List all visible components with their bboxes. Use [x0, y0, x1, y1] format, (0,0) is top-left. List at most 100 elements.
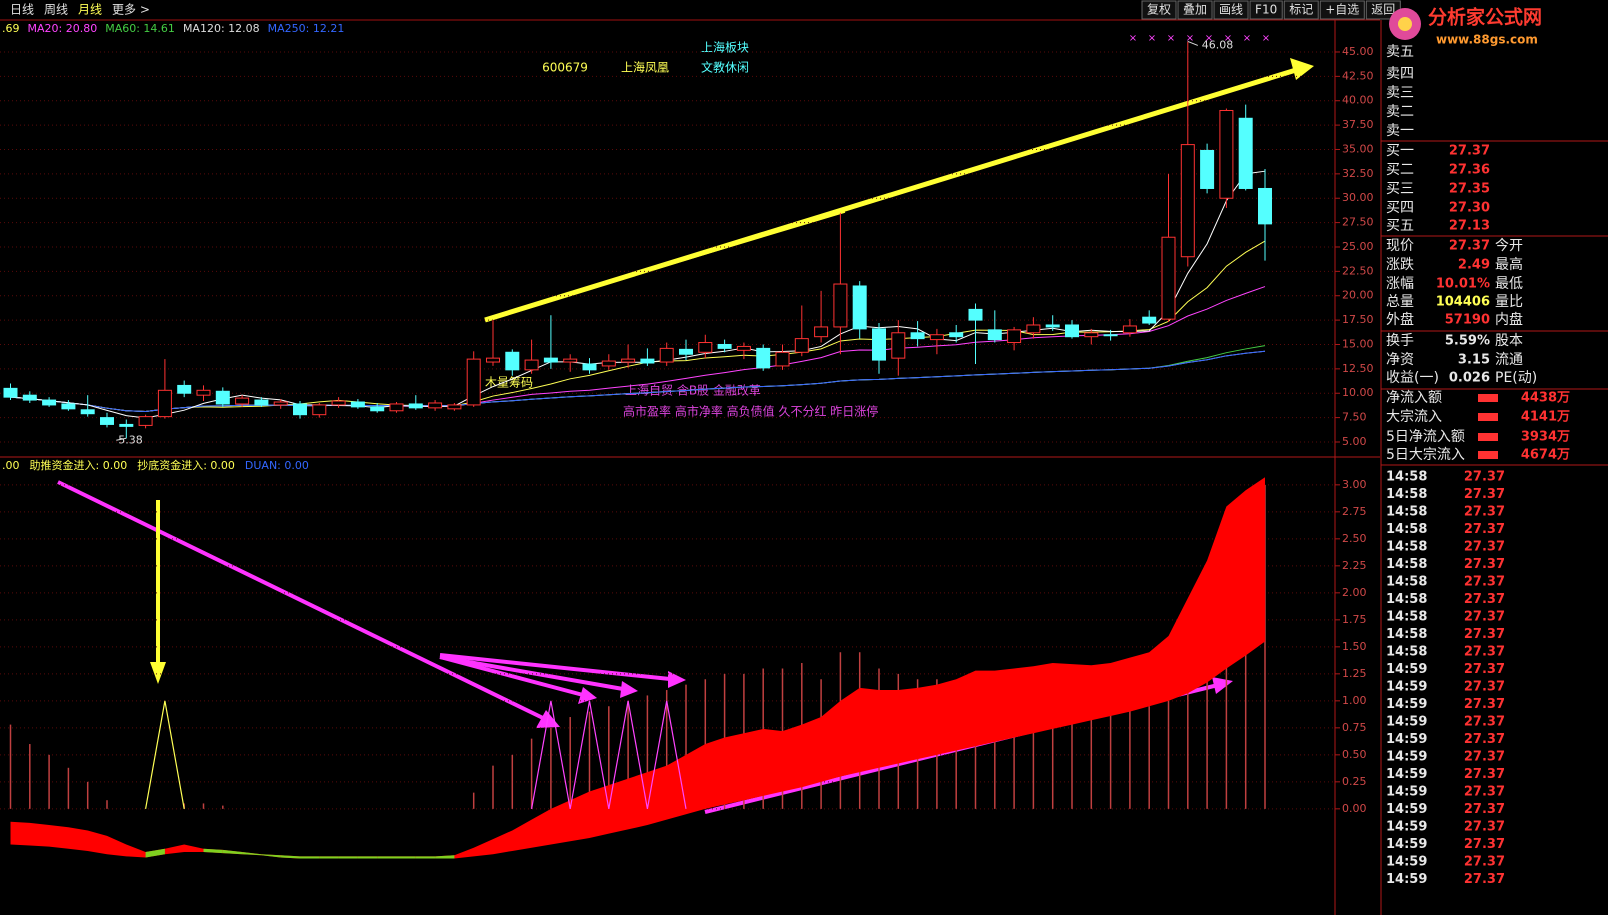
marker: ×: [1167, 33, 1175, 44]
high-label: 46.08: [1202, 38, 1234, 51]
trend-arrow: [439, 655, 584, 697]
book-price: 27.37: [1449, 144, 1490, 159]
candle-body: [621, 358, 636, 363]
flow-bar: [1478, 451, 1498, 459]
stat-value: 57190: [1445, 313, 1490, 328]
candle-body: [254, 399, 269, 406]
trade-price: 27.37: [1464, 767, 1505, 782]
marker: ×: [1186, 33, 1194, 44]
trade-time: 14:58: [1386, 540, 1427, 555]
indicator-legend: 助推资金进入: 0.00: [30, 458, 128, 472]
candle-body: [833, 283, 848, 328]
trade-time: 14:59: [1386, 715, 1427, 730]
trade-price: 27.37: [1464, 575, 1505, 590]
tool-label: 叠加: [1183, 3, 1207, 17]
candle-body: [1258, 187, 1272, 225]
candle-body: [61, 403, 76, 410]
trade-price: 27.37: [1464, 855, 1505, 870]
trade-time: 14:59: [1386, 767, 1427, 782]
tool-button[interactable]: 标记: [1283, 0, 1319, 20]
arrow-head: [578, 687, 597, 704]
warnings: 高市盈率 高市净率 高负债值 久不分红 昨日涨停: [623, 404, 878, 419]
tool-label: 画线: [1219, 3, 1243, 17]
stat-label: 总量: [1386, 294, 1414, 310]
fund-band-weak: [435, 855, 455, 859]
moving-average: [10, 240, 1266, 413]
trade-price: 27.37: [1464, 872, 1505, 887]
flow-label: 大宗流入: [1386, 409, 1442, 425]
low-label: 5.38: [118, 433, 143, 446]
candle-body: [350, 401, 365, 408]
flow-label: 5日净流入额: [1386, 429, 1465, 445]
fund-band-weak: [377, 856, 397, 859]
period-tab[interactable]: 周线: [44, 3, 68, 17]
tool-button[interactable]: 复权: [1141, 0, 1177, 20]
trade-price: 27.37: [1464, 522, 1505, 537]
y-tick-label: 2.50: [1342, 532, 1367, 545]
stat-value: 104406: [1436, 295, 1490, 310]
period-tab[interactable]: 日线: [10, 3, 34, 17]
tool-button[interactable]: +自选: [1319, 0, 1365, 20]
book-label: 卖二: [1386, 104, 1414, 120]
trade-time: 14:58: [1386, 470, 1427, 485]
candle-body: [22, 394, 37, 401]
candle-body: [119, 423, 134, 427]
tool-button[interactable]: 画线: [1213, 0, 1249, 20]
candle-body: [312, 404, 327, 416]
stat-label: 涨幅: [1386, 276, 1414, 292]
y-tick-label: 0.50: [1342, 748, 1367, 761]
indicator-legend: .00: [2, 459, 20, 472]
trade-price: 27.37: [1464, 785, 1505, 800]
trend-arrow: [439, 653, 671, 681]
y-tick-label: 1.25: [1342, 667, 1367, 680]
stat-label: 最高: [1495, 256, 1523, 273]
trend-arrow: [439, 655, 624, 691]
trade-time: 14:59: [1386, 662, 1427, 677]
book-label: 卖四: [1386, 66, 1414, 82]
y-tick-label: 1.50: [1342, 640, 1367, 653]
candle-body: [1238, 117, 1253, 189]
candle-body: [293, 403, 307, 416]
candle-body: [736, 345, 751, 351]
trade-time: 14:59: [1386, 750, 1427, 765]
logo-url: www.88gs.com: [1436, 33, 1538, 47]
trade-time: 14:59: [1386, 697, 1427, 712]
candle-body: [910, 332, 925, 340]
trade-price: 27.37: [1464, 802, 1505, 817]
candle-body: [1142, 316, 1157, 324]
tool-label: F10: [1255, 3, 1277, 17]
flow-label: 净流入额: [1386, 390, 1442, 406]
candle-body: [698, 342, 713, 353]
tool-frame: [1283, 0, 1319, 20]
trade-time: 14:59: [1386, 872, 1427, 887]
period-tab[interactable]: 月线: [78, 3, 102, 17]
flow-value: 3934万: [1521, 430, 1570, 445]
tool-button[interactable]: F10: [1249, 0, 1283, 20]
tool-label: +自选: [1325, 3, 1359, 17]
flow-value: 4438万: [1521, 391, 1570, 406]
trade-time: 14:59: [1386, 802, 1427, 817]
toolbar: [0, 0, 1380, 20]
chip-note: 木量筹码: [485, 376, 533, 390]
candle-body: [891, 332, 906, 359]
candle-body: [659, 347, 674, 363]
tool-frame: [1249, 0, 1283, 20]
period-tab[interactable]: 更多 >: [112, 3, 150, 17]
candle-body: [1219, 109, 1234, 199]
candle-body: [42, 399, 57, 406]
book-label: 卖一: [1386, 123, 1414, 139]
marker: ×: [1262, 33, 1270, 44]
ma-legend: .69: [2, 22, 20, 35]
y-tick-label: 2.75: [1342, 505, 1367, 518]
stat-value: 3.15: [1458, 353, 1490, 368]
stat-label: 现价: [1386, 238, 1414, 254]
tool-button[interactable]: 返回: [1365, 0, 1401, 20]
book-label: 买五: [1386, 218, 1414, 234]
candle-body: [1007, 329, 1022, 344]
tool-button[interactable]: 叠加: [1177, 0, 1213, 20]
trade-price: 27.37: [1464, 470, 1505, 485]
candle-body: [447, 404, 462, 410]
arrow-head: [668, 671, 686, 688]
stat-label: 今开: [1495, 238, 1523, 254]
low-pointer: [116, 437, 127, 441]
